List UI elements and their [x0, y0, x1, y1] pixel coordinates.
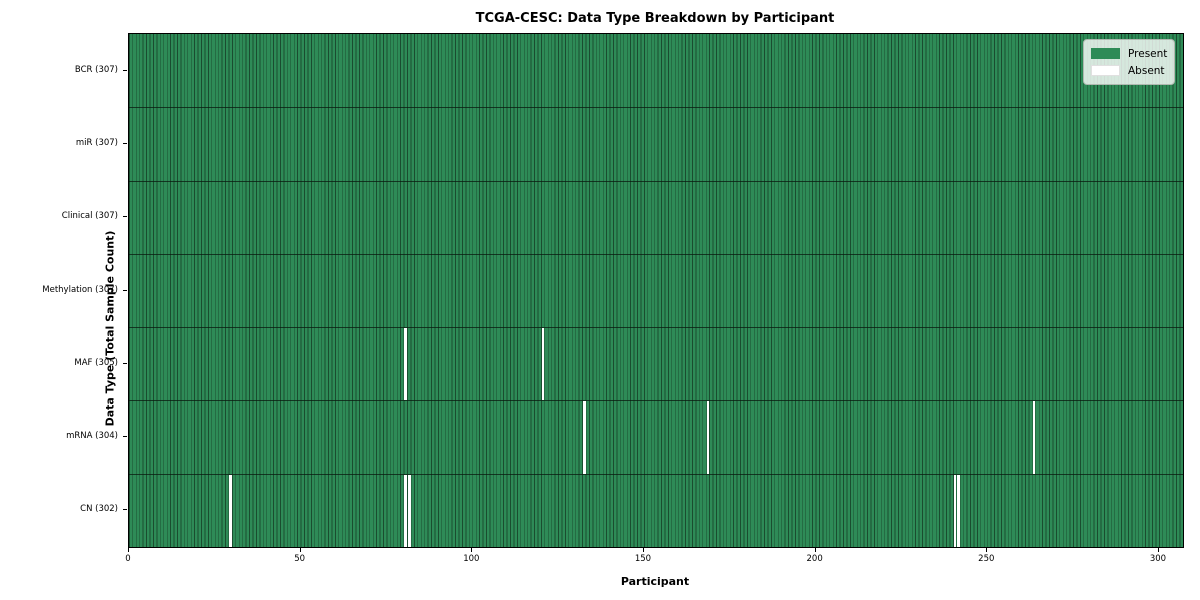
y-tick-label: mRNA (304): [66, 431, 118, 442]
y-tick-mark: [123, 216, 127, 218]
heatmap-row-Clinical: [129, 180, 1183, 254]
y-axis-label: Data Type (Total Sample Count): [103, 230, 117, 427]
x-tick-label: 300: [1149, 554, 1167, 564]
absent-cell: [541, 328, 545, 401]
y-tick-label: miR (307): [75, 137, 118, 148]
heatmap-row-mRNA: [129, 400, 1183, 474]
legend-label-absent: Absent: [1128, 64, 1165, 77]
absent-cell: [1032, 401, 1036, 474]
y-tick-mark: [123, 142, 127, 144]
heatmap-row-MAF: [129, 327, 1183, 401]
y-tick-mark: [123, 362, 127, 364]
y-tick-label: CN (302): [80, 504, 118, 515]
x-tick-mark: [128, 548, 129, 552]
absent-cell: [407, 474, 411, 547]
legend: Present Absent: [1083, 39, 1175, 85]
x-tick-mark: [471, 548, 473, 552]
y-tick-label: BCR (307): [74, 64, 118, 75]
x-tick-label: 50: [294, 554, 306, 564]
y-axis-label-wrap: Data Type (Total Sample Count): [4, 33, 116, 546]
absent-cell: [957, 474, 960, 547]
heatmap-plot-area: [128, 33, 1184, 548]
y-tick-label: Methylation (307): [42, 284, 118, 295]
legend-entry-absent: Absent: [1091, 62, 1166, 79]
y-tick-mark: [123, 436, 127, 438]
absent-cell: [229, 474, 232, 547]
y-tick-label: MAF (305): [74, 357, 118, 368]
chart-title: TCGA-CESC: Data Type Breakdown by Partic…: [475, 11, 835, 26]
heatmap-row-BCR: [129, 34, 1183, 108]
absent-cell: [404, 328, 408, 401]
y-tick-mark: [123, 509, 127, 511]
x-tick-label: 200: [806, 554, 823, 564]
x-tick-label: 150: [634, 554, 652, 564]
x-tick-mark: [814, 548, 816, 552]
absent-cell: [953, 474, 957, 547]
x-tick-mark: [986, 548, 988, 552]
x-axis-label: Participant: [620, 575, 690, 588]
heatmap-row-Methylation: [129, 253, 1183, 328]
x-tick-mark: [299, 548, 301, 552]
x-tick-mark: [1157, 548, 1159, 552]
present-swatch-icon: [1091, 48, 1120, 59]
absent-cell: [404, 474, 408, 547]
absent-swatch-icon: [1091, 65, 1120, 76]
y-tick-mark: [123, 289, 127, 291]
y-tick-mark: [123, 69, 127, 71]
legend-entry-present: Present: [1091, 45, 1168, 62]
y-tick-label: Clinical (307): [61, 211, 118, 222]
heatmap-row-CN: [129, 473, 1183, 547]
x-tick-label: 250: [978, 554, 995, 564]
x-tick-label: 0: [125, 554, 131, 564]
absent-cell: [706, 401, 710, 474]
x-tick-mark: [642, 548, 644, 552]
legend-label-present: Present: [1128, 47, 1168, 60]
heatmap-row-miR: [129, 107, 1183, 181]
x-tick-label: 100: [463, 554, 480, 564]
absent-cell: [582, 401, 586, 474]
